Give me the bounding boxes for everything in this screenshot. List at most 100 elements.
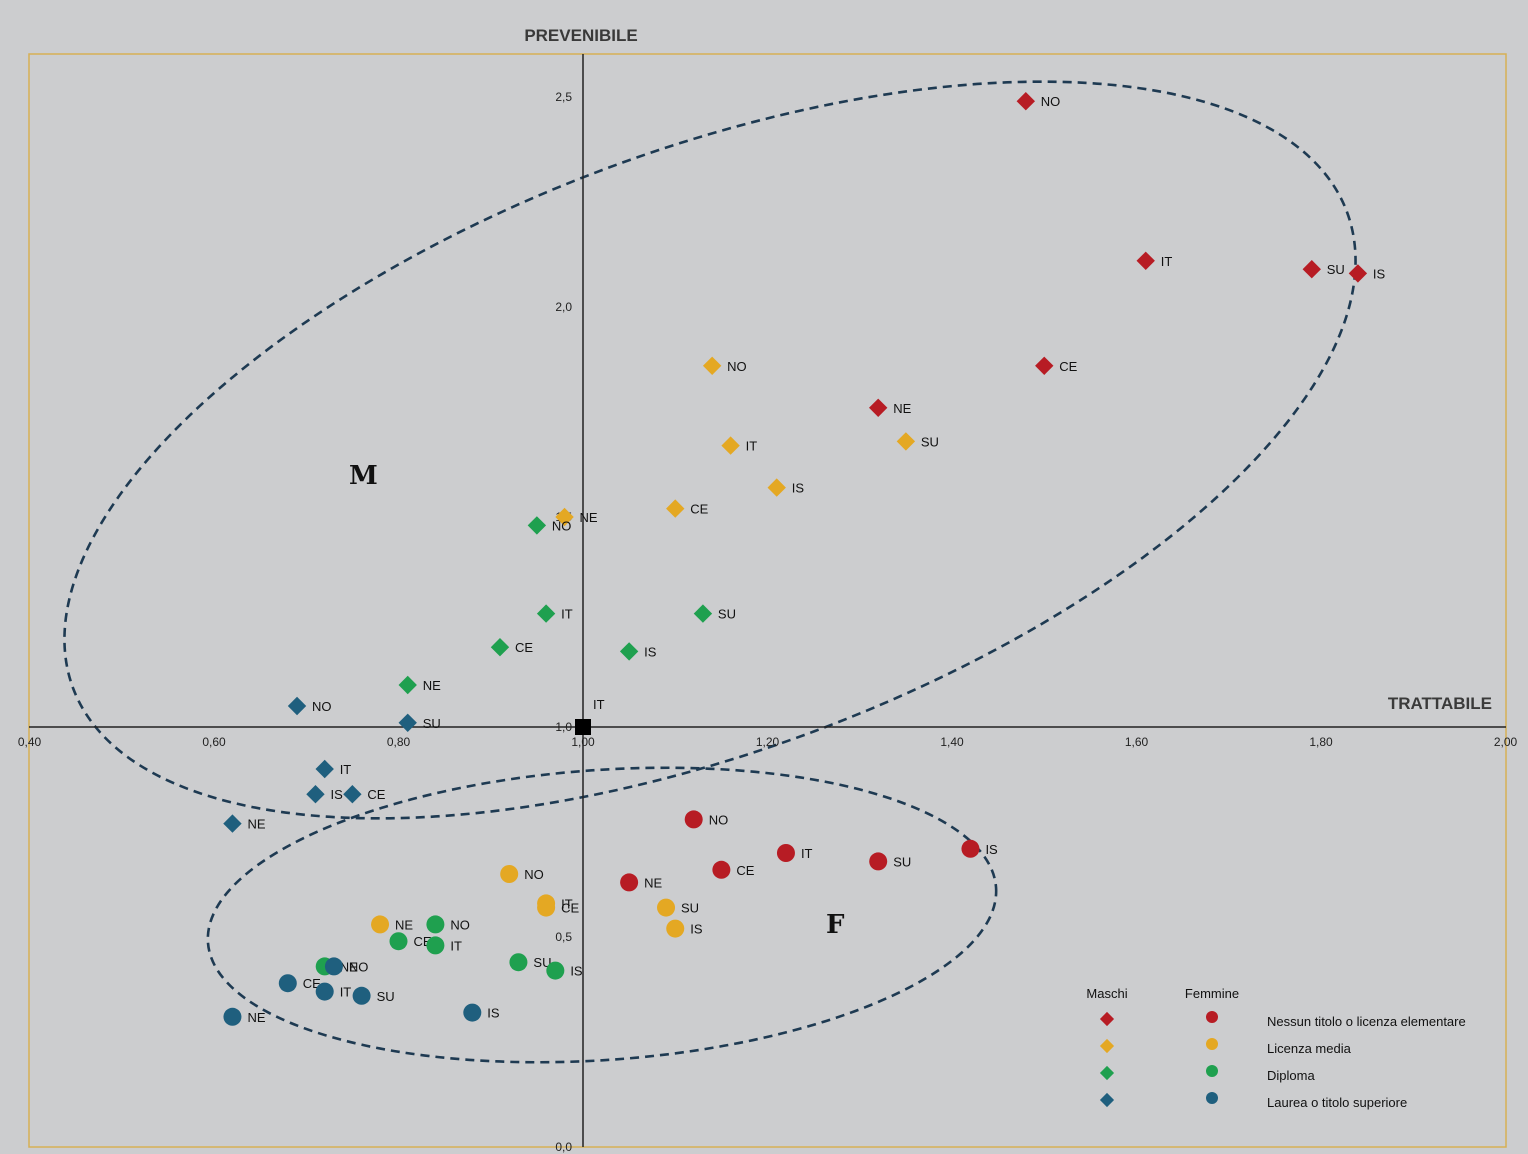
point-femmine-nessun-titolo-o-licenza-elementare-is (961, 839, 980, 858)
point-label: NE (395, 917, 413, 932)
y-tick-label: 0,5 (555, 930, 572, 944)
point-label: CE (690, 502, 708, 517)
point-femmine-licenza-media-su (657, 898, 676, 917)
point-femmine-diploma-no (426, 915, 445, 934)
point-femmine-laurea-o-titolo-superiore-ne (223, 1007, 242, 1026)
x-tick-label: 2,00 (1494, 735, 1518, 749)
point-maschi-licenza-media-it (721, 436, 740, 455)
point-label: IT (340, 985, 352, 1000)
point-femmine-diploma-it (426, 936, 445, 955)
point-label: CE (303, 976, 321, 991)
point-label: IS (690, 922, 703, 937)
point-label: IT (561, 607, 573, 622)
point-femmine-nessun-titolo-o-licenza-elementare-ce (712, 860, 731, 879)
point-maschi-nessun-titolo-o-licenza-elementare-su (1302, 260, 1321, 279)
point-label: IS (570, 964, 583, 979)
point-label: IT (1161, 254, 1173, 269)
legend-header-femmine: Femmine (1185, 986, 1239, 1001)
y-tick-label: 0,0 (555, 1140, 572, 1154)
point-label: NO (1041, 94, 1061, 109)
male-group-ellipse (63, 80, 1357, 820)
point-maschi-diploma-no (527, 516, 547, 535)
point-femmine-nessun-titolo-o-licenza-elementare-it (776, 844, 795, 862)
legend-marker-maschi-nessun-titolo-o-licenza-elementare (1099, 1011, 1115, 1027)
x-tick-label: 0,60 (202, 735, 226, 749)
point-label: SU (377, 989, 395, 1004)
female-group-ellipse (206, 766, 998, 1064)
point-label: CE (367, 787, 385, 802)
point-maschi-diploma-ne (398, 675, 417, 695)
point-label: IT (340, 762, 352, 777)
point-maschi-nessun-titolo-o-licenza-elementare-is (1348, 264, 1368, 283)
point-label: NE (340, 959, 358, 974)
point-maschi-nessun-titolo-o-licenza-elementare-ne (869, 398, 888, 417)
point-label: SU (1327, 262, 1345, 277)
point-maschi-laurea-o-titolo-superiore-it (315, 759, 334, 779)
legend-label-nessun-titolo: Nessun titolo o licenza elementare (1267, 1014, 1466, 1029)
point-maschi-licenza-media-is (767, 478, 786, 497)
point-maschi-diploma-su (693, 604, 713, 623)
point-maschi-licenza-media-su (896, 432, 916, 451)
point-label: IT (801, 846, 813, 861)
point-femmine-nessun-titolo-o-licenza-elementare-ne (620, 873, 639, 892)
point-label: SU (893, 854, 911, 869)
point-label: IT (746, 439, 758, 454)
point-label: NE (423, 678, 441, 693)
point-maschi-laurea-o-titolo-superiore-ce (343, 785, 362, 804)
point-femmine-diploma-is (546, 961, 565, 980)
legend-label-laurea: Laurea o titolo superiore (1267, 1095, 1407, 1110)
point-label: CE (736, 863, 754, 878)
x-tick-labels: 0,40 0,60 0,80 1,00 1,20 1,40 1,60 1,80 2,00 (18, 735, 1518, 749)
point-femmine-licenza-media-is (666, 919, 685, 938)
data-points: NO IT SU IS CE NE NO IT SU IS CE NE NO IT SU CE IS NE NO SU… (223, 92, 1386, 1026)
x-tick-label: 0,40 (18, 735, 42, 749)
point-maschi-nessun-titolo-o-licenza-elementare-it (1136, 251, 1155, 270)
point-label: IS (1373, 266, 1386, 281)
point-femmine-laurea-o-titolo-superiore-su (352, 986, 371, 1005)
point-femmine-laurea-o-titolo-superiore-is (463, 1003, 482, 1022)
point-maschi-nessun-titolo-o-licenza-elementare-no (1016, 92, 1035, 111)
legend-marker-maschi-licenza-media (1099, 1038, 1115, 1054)
point-femmine-laurea-o-titolo-superiore-ce (278, 974, 297, 993)
point-label: IS (644, 644, 657, 659)
point-maschi-licenza-media-ne (555, 507, 574, 527)
legend: Maschi Femmine Nessun titolo o licenza e… (1086, 986, 1465, 1110)
origin-marker (575, 719, 591, 735)
point-femmine-licenza-media-no (500, 865, 519, 883)
point-femmine-diploma-su (509, 953, 528, 972)
x-axis-title: TRATTABILE (1388, 694, 1492, 713)
y-axis-title: PREVENIBILE (524, 26, 637, 45)
legend-label-licenza-media: Licenza media (1267, 1041, 1352, 1056)
point-maschi-licenza-media-no (702, 356, 722, 375)
point-label: NE (893, 401, 911, 416)
y-tick-labels: 0,00,51,01,52,02,5 (555, 90, 572, 1154)
point-label: NO (450, 917, 470, 932)
legend-marker-femmine-laurea-o-titolo-superiore (1206, 1092, 1218, 1104)
x-tick-label: 0,80 (387, 735, 411, 749)
female-group-label: F (826, 910, 845, 940)
x-tick-label: 1,40 (940, 735, 964, 749)
point-label: NE (644, 875, 662, 890)
group-ellipses (63, 80, 1357, 1064)
x-tick-label: 1,80 (1309, 735, 1333, 749)
point-label: CE (1059, 359, 1077, 374)
point-label: SU (533, 955, 551, 970)
point-label: IS (792, 481, 805, 496)
male-group-label: M (349, 461, 378, 491)
origin-marker-group: IT (575, 697, 605, 735)
point-femmine-licenza-media-ce (537, 898, 556, 917)
point-maschi-nessun-titolo-o-licenza-elementare-ce (1035, 356, 1054, 375)
point-label: NO (524, 867, 544, 882)
x-tick-label: 1,60 (1125, 735, 1149, 749)
point-label: IS (487, 1006, 500, 1021)
legend-marker-femmine-licenza-media (1206, 1038, 1218, 1050)
point-label: CE (561, 901, 579, 916)
legend-marker-femmine-diploma (1206, 1065, 1218, 1077)
point-label: NE (580, 510, 598, 525)
point-label: IT (561, 896, 573, 911)
point-femmine-licenza-media-ne (371, 915, 390, 934)
plot-frame (28, 53, 1507, 1148)
legend-marker-femmine-nessun-titolo-o-licenza-elementare (1206, 1011, 1218, 1023)
point-label: NO (709, 812, 729, 827)
